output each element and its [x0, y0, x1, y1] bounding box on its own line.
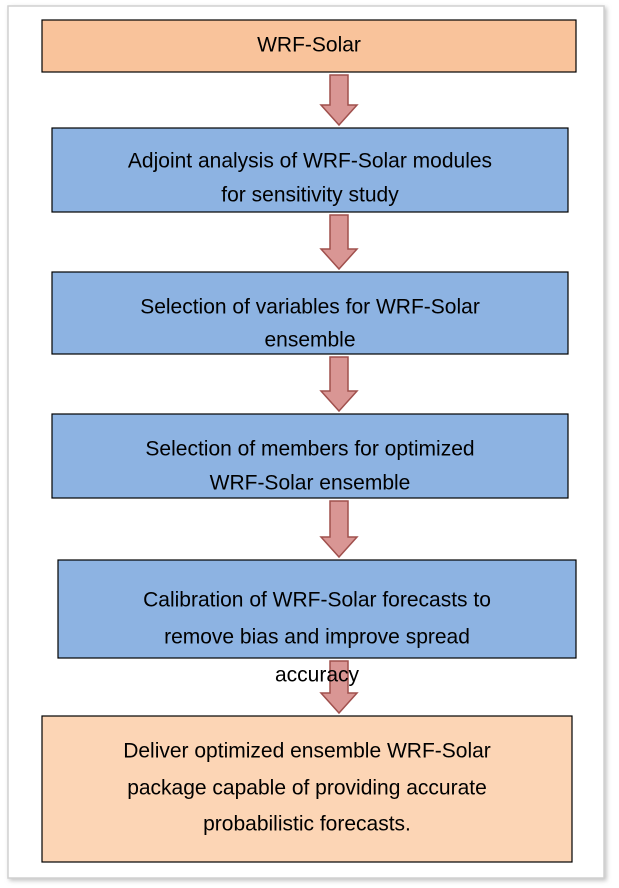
flow-arrow [319, 660, 359, 715]
process-box [51, 413, 569, 499]
box-label: Calibration of WRF-Solar forecasts to [143, 589, 491, 612]
box-label: Selection of variables for WRF-Solar [140, 296, 480, 319]
boxes [41, 19, 577, 863]
box-label: probabilistic forecasts. [203, 813, 411, 836]
box-label: Adjoint analysis of WRF-Solar modules [128, 150, 492, 173]
process-box [51, 127, 569, 213]
box-label: Deliver optimized ensemble WRF-Solar [123, 740, 491, 763]
box-label: Selection of members for optimized [145, 438, 474, 461]
flow-arrow [319, 214, 359, 271]
flow-arrow [319, 500, 359, 559]
process-box [51, 271, 569, 355]
box-label: package capable of providing accurate [127, 777, 487, 800]
arrows [319, 74, 359, 715]
box-label: ensemble [264, 329, 355, 352]
box-label: WRF-Solar ensemble [210, 472, 411, 495]
process-box [57, 559, 577, 659]
flow-arrow [319, 74, 359, 127]
process-box [41, 715, 573, 863]
flow-arrow [319, 356, 359, 413]
labels: WRF-Solar Adjoint analysis of WRF-Solar m… [123, 34, 492, 836]
process-box [41, 19, 577, 73]
box-label: accuracy [275, 664, 360, 687]
box-label: remove bias and improve spread [164, 626, 470, 649]
box-label: WRF-Solar [257, 34, 361, 57]
box-label: for sensitivity study [221, 184, 399, 207]
